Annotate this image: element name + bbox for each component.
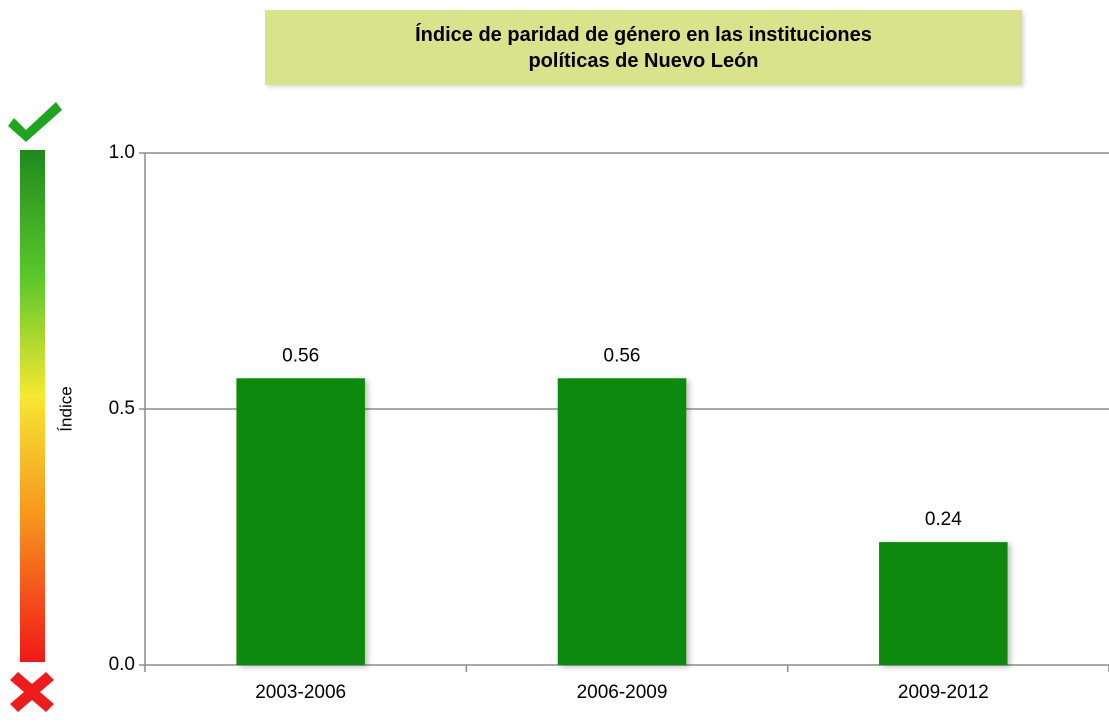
bar <box>557 378 687 665</box>
value-label: 0.24 <box>925 509 962 530</box>
cross-icon <box>10 672 54 712</box>
x-tick-label: 2009-2012 <box>898 682 989 703</box>
bar <box>236 378 365 665</box>
chart-title: Índice de paridad de género en las insti… <box>415 23 872 72</box>
x-tick-label: 2003-2006 <box>255 682 346 703</box>
bar <box>879 542 1008 665</box>
y-tick-label: 1.0 <box>109 142 135 163</box>
x-tick-label: 2006-2009 <box>577 682 668 703</box>
value-label: 0.56 <box>282 345 319 366</box>
check-icon <box>8 102 62 142</box>
color-scale <box>20 150 45 662</box>
y-tick-label: 0.0 <box>109 654 135 675</box>
value-label: 0.56 <box>604 345 641 366</box>
title-box: Índice de paridad de género en las insti… <box>265 10 1022 85</box>
y-tick-label: 0.5 <box>109 398 135 419</box>
y-axis-label: Índice <box>56 386 75 431</box>
